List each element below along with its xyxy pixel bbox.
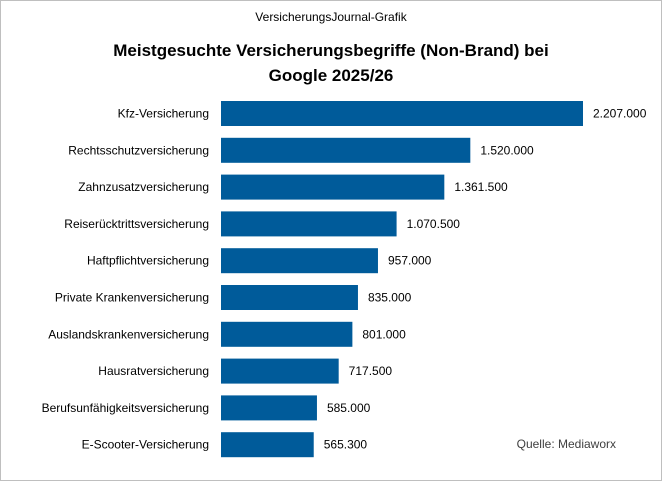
bar — [221, 321, 353, 347]
chart-title-line-2: Google 2025/26 — [269, 66, 394, 85]
bar — [221, 395, 317, 421]
chart-title-line-1: Meistgesuchte Versicherungsbegriffe (Non… — [113, 41, 548, 60]
bar — [221, 211, 397, 237]
value-label: 1.361.500 — [454, 180, 508, 194]
value-label: 2.207.000 — [593, 107, 647, 121]
category-label: Zahnzusatzversicherung — [78, 180, 209, 194]
value-label: 801.000 — [362, 327, 406, 341]
bar — [221, 358, 339, 384]
bar — [221, 285, 358, 310]
value-label: 957.000 — [388, 254, 432, 268]
value-label: 585.000 — [327, 401, 371, 415]
value-label: 717.500 — [349, 364, 393, 378]
category-label: Rechtsschutzversicherung — [68, 143, 209, 157]
value-label: 565.300 — [324, 438, 368, 452]
bar — [221, 174, 445, 200]
bar — [221, 432, 314, 458]
category-label: Berufsunfähigkeitsversicherung — [42, 401, 209, 415]
source-line: VersicherungsJournal-Grafik — [255, 10, 407, 24]
value-label: 1.070.500 — [407, 217, 461, 231]
bar-group: Kfz-Versicherung 2.207.000 Rechtsschutzver… — [42, 101, 647, 458]
bar — [221, 137, 471, 163]
category-label: Hausratversicherung — [98, 364, 209, 378]
bar — [221, 248, 378, 274]
category-label: Haftpflichtversicherung — [87, 254, 209, 268]
bar — [221, 101, 583, 126]
category-label: Auslandskrankenversicherung — [48, 327, 209, 341]
category-label: Private Krankenversicherung — [55, 291, 209, 305]
category-label: E-Scooter-Versicherung — [82, 438, 209, 452]
value-label: 835.000 — [368, 291, 412, 305]
category-label: Reiserücktrittsversicherung — [64, 217, 209, 231]
value-label: 1.520.000 — [480, 143, 534, 157]
source-credit: Quelle: Mediaworx — [517, 437, 616, 451]
category-label: Kfz-Versicherung — [118, 107, 209, 121]
